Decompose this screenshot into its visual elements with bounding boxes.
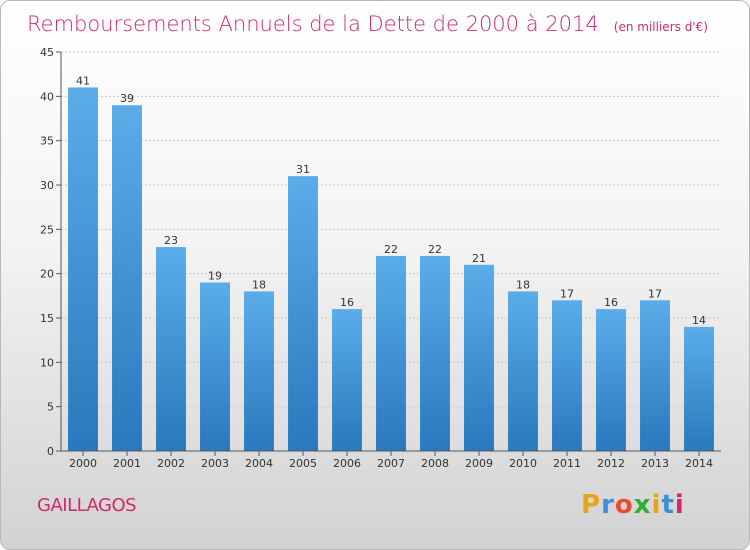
- y-tick-label: 0: [47, 445, 54, 458]
- y-tick-label: 10: [40, 356, 54, 369]
- bar-2014: [684, 326, 714, 451]
- chart-subtitle: (en milliers d'€): [614, 20, 708, 34]
- logo-letter: i: [674, 490, 685, 520]
- bar-value-label: 18: [516, 278, 530, 291]
- bar-value-label: 18: [252, 278, 266, 291]
- bar-2006: [332, 309, 362, 451]
- y-tick-label: 40: [40, 90, 54, 103]
- x-tick-label: 2007: [377, 457, 405, 470]
- x-tick-label: 2005: [289, 457, 317, 470]
- x-tick-label: 2012: [597, 457, 625, 470]
- x-tick-label: 2003: [201, 457, 229, 470]
- x-tick-label: 2010: [509, 457, 537, 470]
- x-axis: 2000 2001 2002 2003 2004 2005 2006 2007 2008 2009…: [61, 450, 721, 470]
- y-tick-label: 30: [40, 179, 54, 192]
- bar-2009: [464, 264, 494, 451]
- logo-letter: t: [661, 490, 675, 520]
- logo-letter: o: [614, 490, 634, 520]
- place-name: GAILLAGOS: [37, 495, 137, 516]
- bars: 41 39 23 19 18 31 16 22 22 21 18 17 16 17 14: [68, 74, 714, 451]
- chart-title-group: Remboursements Annuels de la Dette de 20…: [27, 12, 708, 36]
- bar-value-label: 16: [340, 296, 354, 309]
- y-tick-label: 25: [40, 223, 54, 236]
- bar-value-label: 21: [472, 252, 486, 265]
- x-tick-label: 2001: [113, 457, 141, 470]
- x-tick-label: 2000: [69, 457, 97, 470]
- y-tick-label: 5: [47, 401, 54, 414]
- bar-value-label: 22: [428, 243, 442, 256]
- x-tick-label: 2014: [685, 457, 713, 470]
- logo-letter: i: [651, 490, 662, 520]
- proxiti-logo: Proxiti: [581, 490, 685, 520]
- bar-2011: [552, 300, 582, 451]
- y-axis: 0 5 10 15 20 25 30 35 40 45: [40, 46, 62, 458]
- bar-value-label: 41: [76, 74, 90, 87]
- x-tick-label: 2002: [157, 457, 185, 470]
- bar-2002: [156, 247, 186, 451]
- bar-2005: [288, 176, 318, 451]
- bar-2007: [376, 255, 406, 451]
- logo-letter: P: [581, 490, 602, 520]
- y-tick-label: 15: [40, 312, 54, 325]
- bar-value-label: 16: [604, 296, 618, 309]
- x-tick-label: 2008: [421, 457, 449, 470]
- bar-2012: [596, 309, 626, 451]
- x-tick-label: 2004: [245, 457, 273, 470]
- y-tick-label: 45: [40, 46, 54, 59]
- bar-2004: [244, 291, 274, 451]
- bar-2013: [640, 300, 670, 451]
- bar-value-label: 23: [164, 234, 178, 247]
- bar-value-label: 22: [384, 243, 398, 256]
- bar-2001: [112, 105, 142, 451]
- bar-value-label: 39: [120, 92, 134, 105]
- logo-letter: x: [633, 490, 652, 520]
- x-tick-label: 2009: [465, 457, 493, 470]
- bar-value-label: 17: [648, 287, 662, 300]
- logo-letter: r: [601, 490, 615, 520]
- bar-value-label: 31: [296, 163, 310, 176]
- x-tick-label: 2006: [333, 457, 361, 470]
- bar-value-label: 14: [692, 314, 706, 327]
- chart-title: Remboursements Annuels de la Dette de 20…: [27, 12, 599, 36]
- x-tick-label: 2013: [641, 457, 669, 470]
- bar-2010: [508, 291, 538, 451]
- y-tick-label: 20: [40, 268, 54, 281]
- bar-2003: [200, 282, 230, 451]
- bar-2008: [420, 255, 450, 451]
- bar-2000: [68, 87, 98, 451]
- bar-value-label: 19: [208, 270, 222, 283]
- y-tick-label: 35: [40, 135, 54, 148]
- bar-value-label: 17: [560, 287, 574, 300]
- x-tick-label: 2011: [553, 457, 581, 470]
